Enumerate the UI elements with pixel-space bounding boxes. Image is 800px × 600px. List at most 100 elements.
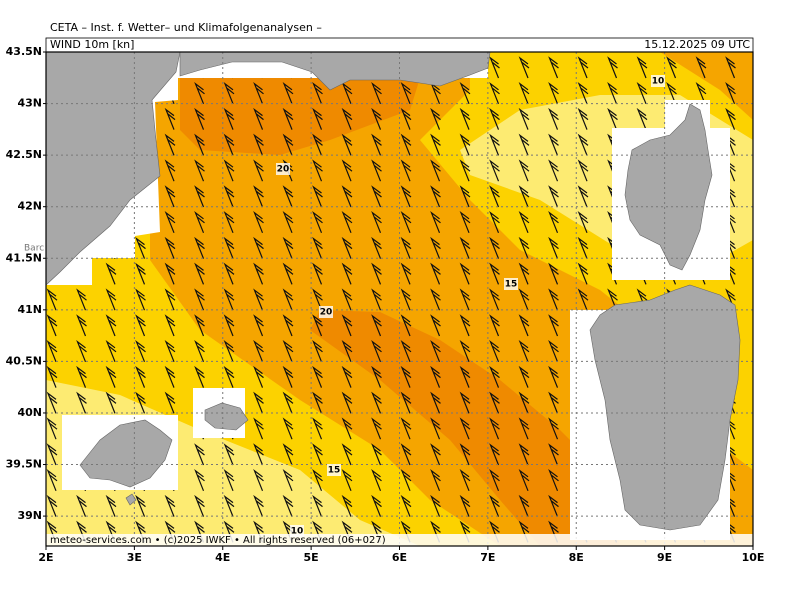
land-france <box>179 51 491 91</box>
wind-barb <box>312 133 323 156</box>
wind-barb <box>46 494 58 517</box>
wind-barb <box>371 236 382 259</box>
wind-barb <box>164 288 176 311</box>
wind-barb <box>459 417 471 440</box>
wind-barb <box>577 82 589 105</box>
wind-barb <box>400 82 412 105</box>
wind-barb <box>253 494 264 517</box>
contour-label: 10 <box>291 527 304 537</box>
wind-barb <box>253 211 264 234</box>
wind-barb <box>46 417 58 440</box>
wind-barb <box>135 288 146 311</box>
wind-barb <box>430 314 441 337</box>
wind-barb <box>253 133 264 156</box>
y-tick-label: 40N <box>17 406 42 419</box>
contour-label: 15 <box>328 466 341 476</box>
x-tick-label: 8E <box>569 551 584 564</box>
x-tick-label: 5E <box>304 551 319 564</box>
land-spain-france <box>45 51 181 286</box>
wind-barb <box>194 443 205 466</box>
wind-barb <box>253 82 264 105</box>
wind-barb <box>489 159 500 182</box>
wind-barb <box>577 262 589 285</box>
wind-barb <box>400 314 412 337</box>
wind-barb <box>223 365 235 388</box>
wind-barb <box>518 494 530 517</box>
wind-barb <box>223 107 235 130</box>
wind-barb <box>548 107 559 130</box>
wind-barb <box>548 314 559 337</box>
wind-barb <box>341 443 353 466</box>
wind-barb <box>371 288 382 311</box>
wind-barb <box>548 340 559 363</box>
wind-barb <box>194 365 205 388</box>
wind-barb <box>430 185 441 208</box>
wind-barb <box>489 107 500 130</box>
contour-label-bg <box>276 163 290 175</box>
y-tick-label: 40.5N <box>6 354 42 367</box>
wind-barb <box>518 340 530 363</box>
contour-label-bg <box>504 278 518 290</box>
wind-barb <box>400 365 412 388</box>
wind-barb <box>341 469 353 492</box>
wind-barb <box>282 391 294 414</box>
wind-barb <box>312 417 323 440</box>
y-tick-label: 43N <box>17 97 42 110</box>
wind-barb <box>135 365 146 388</box>
wind-barb <box>46 391 58 414</box>
wind-barb <box>430 133 441 156</box>
wind-barb <box>223 443 235 466</box>
wind-barb <box>223 340 235 363</box>
wind-barb <box>518 211 530 234</box>
wind-barb <box>312 82 323 105</box>
wind-barb <box>164 494 176 517</box>
wind-barb <box>46 443 58 466</box>
wind-barb <box>725 56 736 79</box>
wind-barb <box>371 262 382 285</box>
wind-barb <box>430 159 441 182</box>
y-tick-label: 42N <box>17 200 42 213</box>
wind-barb <box>223 185 235 208</box>
wind-barb <box>400 494 412 517</box>
wind-barb <box>341 236 353 259</box>
wind-barb <box>223 494 235 517</box>
wind-barb <box>253 365 264 388</box>
wind-barb <box>400 288 412 311</box>
wind-barb <box>223 211 235 234</box>
wind-barb <box>135 236 146 259</box>
wind-barb <box>577 133 589 156</box>
wind-barb <box>430 262 441 285</box>
wind-barb <box>518 107 530 130</box>
wind-barb <box>282 236 294 259</box>
wind-barb <box>341 262 353 285</box>
wind-barb <box>253 391 264 414</box>
wind-barb <box>548 288 559 311</box>
wind-barb <box>548 365 559 388</box>
wind-barb <box>371 417 382 440</box>
wind-barb <box>164 185 176 208</box>
wind-barb <box>312 211 323 234</box>
wind-barb <box>223 133 235 156</box>
wind-barb <box>312 288 323 311</box>
wind-barb <box>548 417 559 440</box>
wind-barb <box>46 288 58 311</box>
wind-barb <box>105 365 117 388</box>
wind-barb <box>489 185 500 208</box>
wind-barb <box>518 185 530 208</box>
wind-barb <box>489 391 500 414</box>
wind-barb <box>253 185 264 208</box>
wind-barb <box>164 133 176 156</box>
wind-barb <box>548 469 559 492</box>
y-tick-label: 39.5N <box>6 458 42 471</box>
wind-barb <box>194 340 205 363</box>
wind-barb <box>194 185 205 208</box>
wind-barb <box>400 443 412 466</box>
wind-barb <box>282 314 294 337</box>
wind-barb <box>135 494 146 517</box>
wind-barb <box>695 82 707 105</box>
wind-barb <box>282 443 294 466</box>
wind-barb <box>76 288 87 311</box>
wind-barb <box>371 340 382 363</box>
wind-barb <box>164 340 176 363</box>
